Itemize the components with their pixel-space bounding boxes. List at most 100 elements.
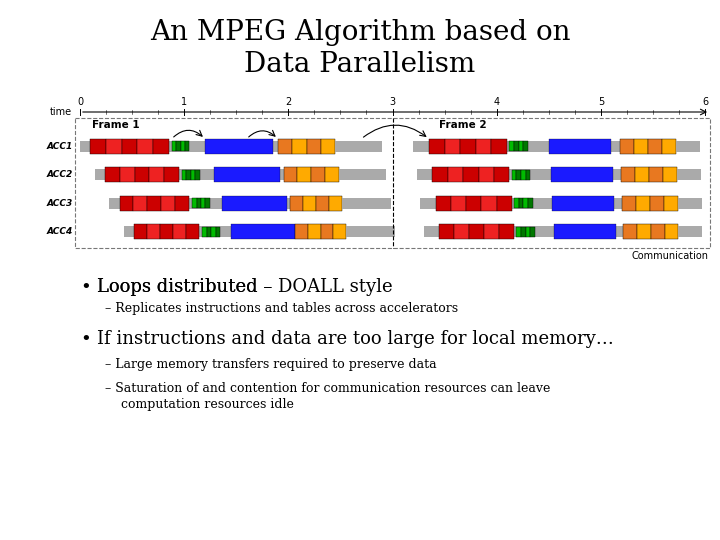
Text: Loops distributed – DOALL style: Loops distributed – DOALL style bbox=[97, 278, 392, 296]
Bar bbox=[678, 226, 696, 237]
Bar bbox=[211, 227, 215, 237]
Bar bbox=[511, 170, 516, 180]
Text: An MPEG Algorithm based on: An MPEG Algorithm based on bbox=[150, 18, 570, 45]
Bar bbox=[91, 139, 106, 154]
Bar bbox=[476, 139, 492, 154]
Bar bbox=[205, 139, 273, 154]
Bar bbox=[439, 224, 454, 239]
Bar bbox=[307, 139, 321, 154]
Bar bbox=[677, 169, 696, 180]
Bar bbox=[94, 169, 387, 180]
Bar bbox=[124, 226, 395, 237]
Bar bbox=[311, 167, 325, 182]
Bar bbox=[231, 224, 294, 239]
Text: If instructions and data are too large for local memory…: If instructions and data are too large f… bbox=[97, 330, 614, 348]
Bar bbox=[164, 167, 179, 182]
Bar bbox=[469, 224, 485, 239]
Bar bbox=[482, 196, 497, 211]
Bar bbox=[207, 227, 211, 237]
Text: – Replicates instructions and tables across accelerators: – Replicates instructions and tables acr… bbox=[105, 302, 458, 315]
Bar bbox=[75, 118, 710, 248]
Bar bbox=[467, 196, 482, 211]
Text: 6: 6 bbox=[702, 97, 708, 107]
Bar bbox=[528, 198, 533, 208]
Bar bbox=[433, 167, 448, 182]
Bar bbox=[516, 170, 521, 180]
Bar bbox=[448, 167, 463, 182]
Bar bbox=[499, 224, 514, 239]
Bar bbox=[191, 170, 195, 180]
Bar bbox=[514, 141, 518, 151]
Bar bbox=[521, 170, 526, 180]
Bar bbox=[516, 227, 521, 237]
Text: ACC3: ACC3 bbox=[47, 199, 73, 208]
Text: ACC4: ACC4 bbox=[47, 227, 73, 237]
Bar bbox=[320, 224, 333, 239]
Bar bbox=[182, 170, 186, 180]
Bar bbox=[329, 196, 342, 211]
Text: Loops distributed –: Loops distributed – bbox=[97, 278, 278, 296]
Bar bbox=[302, 196, 316, 211]
Bar bbox=[526, 170, 530, 180]
Bar bbox=[521, 227, 526, 237]
Bar bbox=[333, 224, 346, 239]
Bar bbox=[518, 141, 523, 151]
Bar bbox=[636, 196, 649, 211]
Bar bbox=[148, 196, 161, 211]
Bar bbox=[523, 198, 528, 208]
Bar bbox=[342, 198, 380, 209]
Bar bbox=[676, 141, 695, 152]
Bar bbox=[338, 169, 379, 180]
Bar bbox=[174, 224, 186, 239]
Text: – Large memory transfers required to preserve data: – Large memory transfers required to pre… bbox=[105, 358, 436, 371]
Bar bbox=[176, 141, 181, 151]
Bar bbox=[429, 139, 444, 154]
Text: 1: 1 bbox=[181, 97, 187, 107]
Text: 0: 0 bbox=[77, 97, 83, 107]
Bar bbox=[297, 167, 311, 182]
Bar bbox=[665, 224, 678, 239]
Bar bbox=[664, 196, 678, 211]
Bar bbox=[492, 139, 507, 154]
Bar bbox=[80, 141, 382, 152]
Bar bbox=[526, 227, 530, 237]
Bar bbox=[648, 139, 662, 154]
Bar bbox=[454, 224, 469, 239]
Bar bbox=[295, 224, 308, 239]
Bar bbox=[133, 196, 148, 211]
Bar bbox=[197, 198, 201, 208]
Text: Memory bandwidth constrains performance: Memory bandwidth constrains performance bbox=[102, 499, 618, 519]
Bar bbox=[549, 139, 611, 154]
Bar bbox=[424, 226, 703, 237]
Bar bbox=[552, 196, 614, 211]
Bar bbox=[417, 169, 701, 180]
Bar bbox=[292, 139, 307, 154]
Bar bbox=[120, 196, 133, 211]
Bar bbox=[215, 227, 220, 237]
Bar bbox=[479, 167, 494, 182]
Bar bbox=[649, 167, 662, 182]
Text: computation resources idle: computation resources idle bbox=[105, 398, 294, 411]
Bar bbox=[109, 198, 391, 209]
Bar bbox=[530, 227, 535, 237]
Bar bbox=[106, 139, 122, 154]
Bar bbox=[554, 224, 616, 239]
Bar bbox=[186, 224, 199, 239]
Bar bbox=[105, 167, 120, 182]
Text: •: • bbox=[80, 330, 91, 348]
Text: 5: 5 bbox=[598, 97, 604, 107]
Bar bbox=[325, 167, 338, 182]
Bar bbox=[649, 196, 664, 211]
Text: Frame 1: Frame 1 bbox=[92, 120, 140, 130]
Bar bbox=[662, 167, 677, 182]
Bar bbox=[175, 196, 189, 211]
Text: ACC1: ACC1 bbox=[47, 141, 73, 151]
Bar bbox=[523, 141, 528, 151]
Bar bbox=[463, 167, 479, 182]
Text: 2: 2 bbox=[285, 97, 292, 107]
Bar bbox=[185, 141, 189, 151]
Bar bbox=[316, 196, 329, 211]
Bar bbox=[635, 167, 649, 182]
Bar bbox=[192, 198, 197, 208]
Text: •: • bbox=[80, 278, 91, 296]
